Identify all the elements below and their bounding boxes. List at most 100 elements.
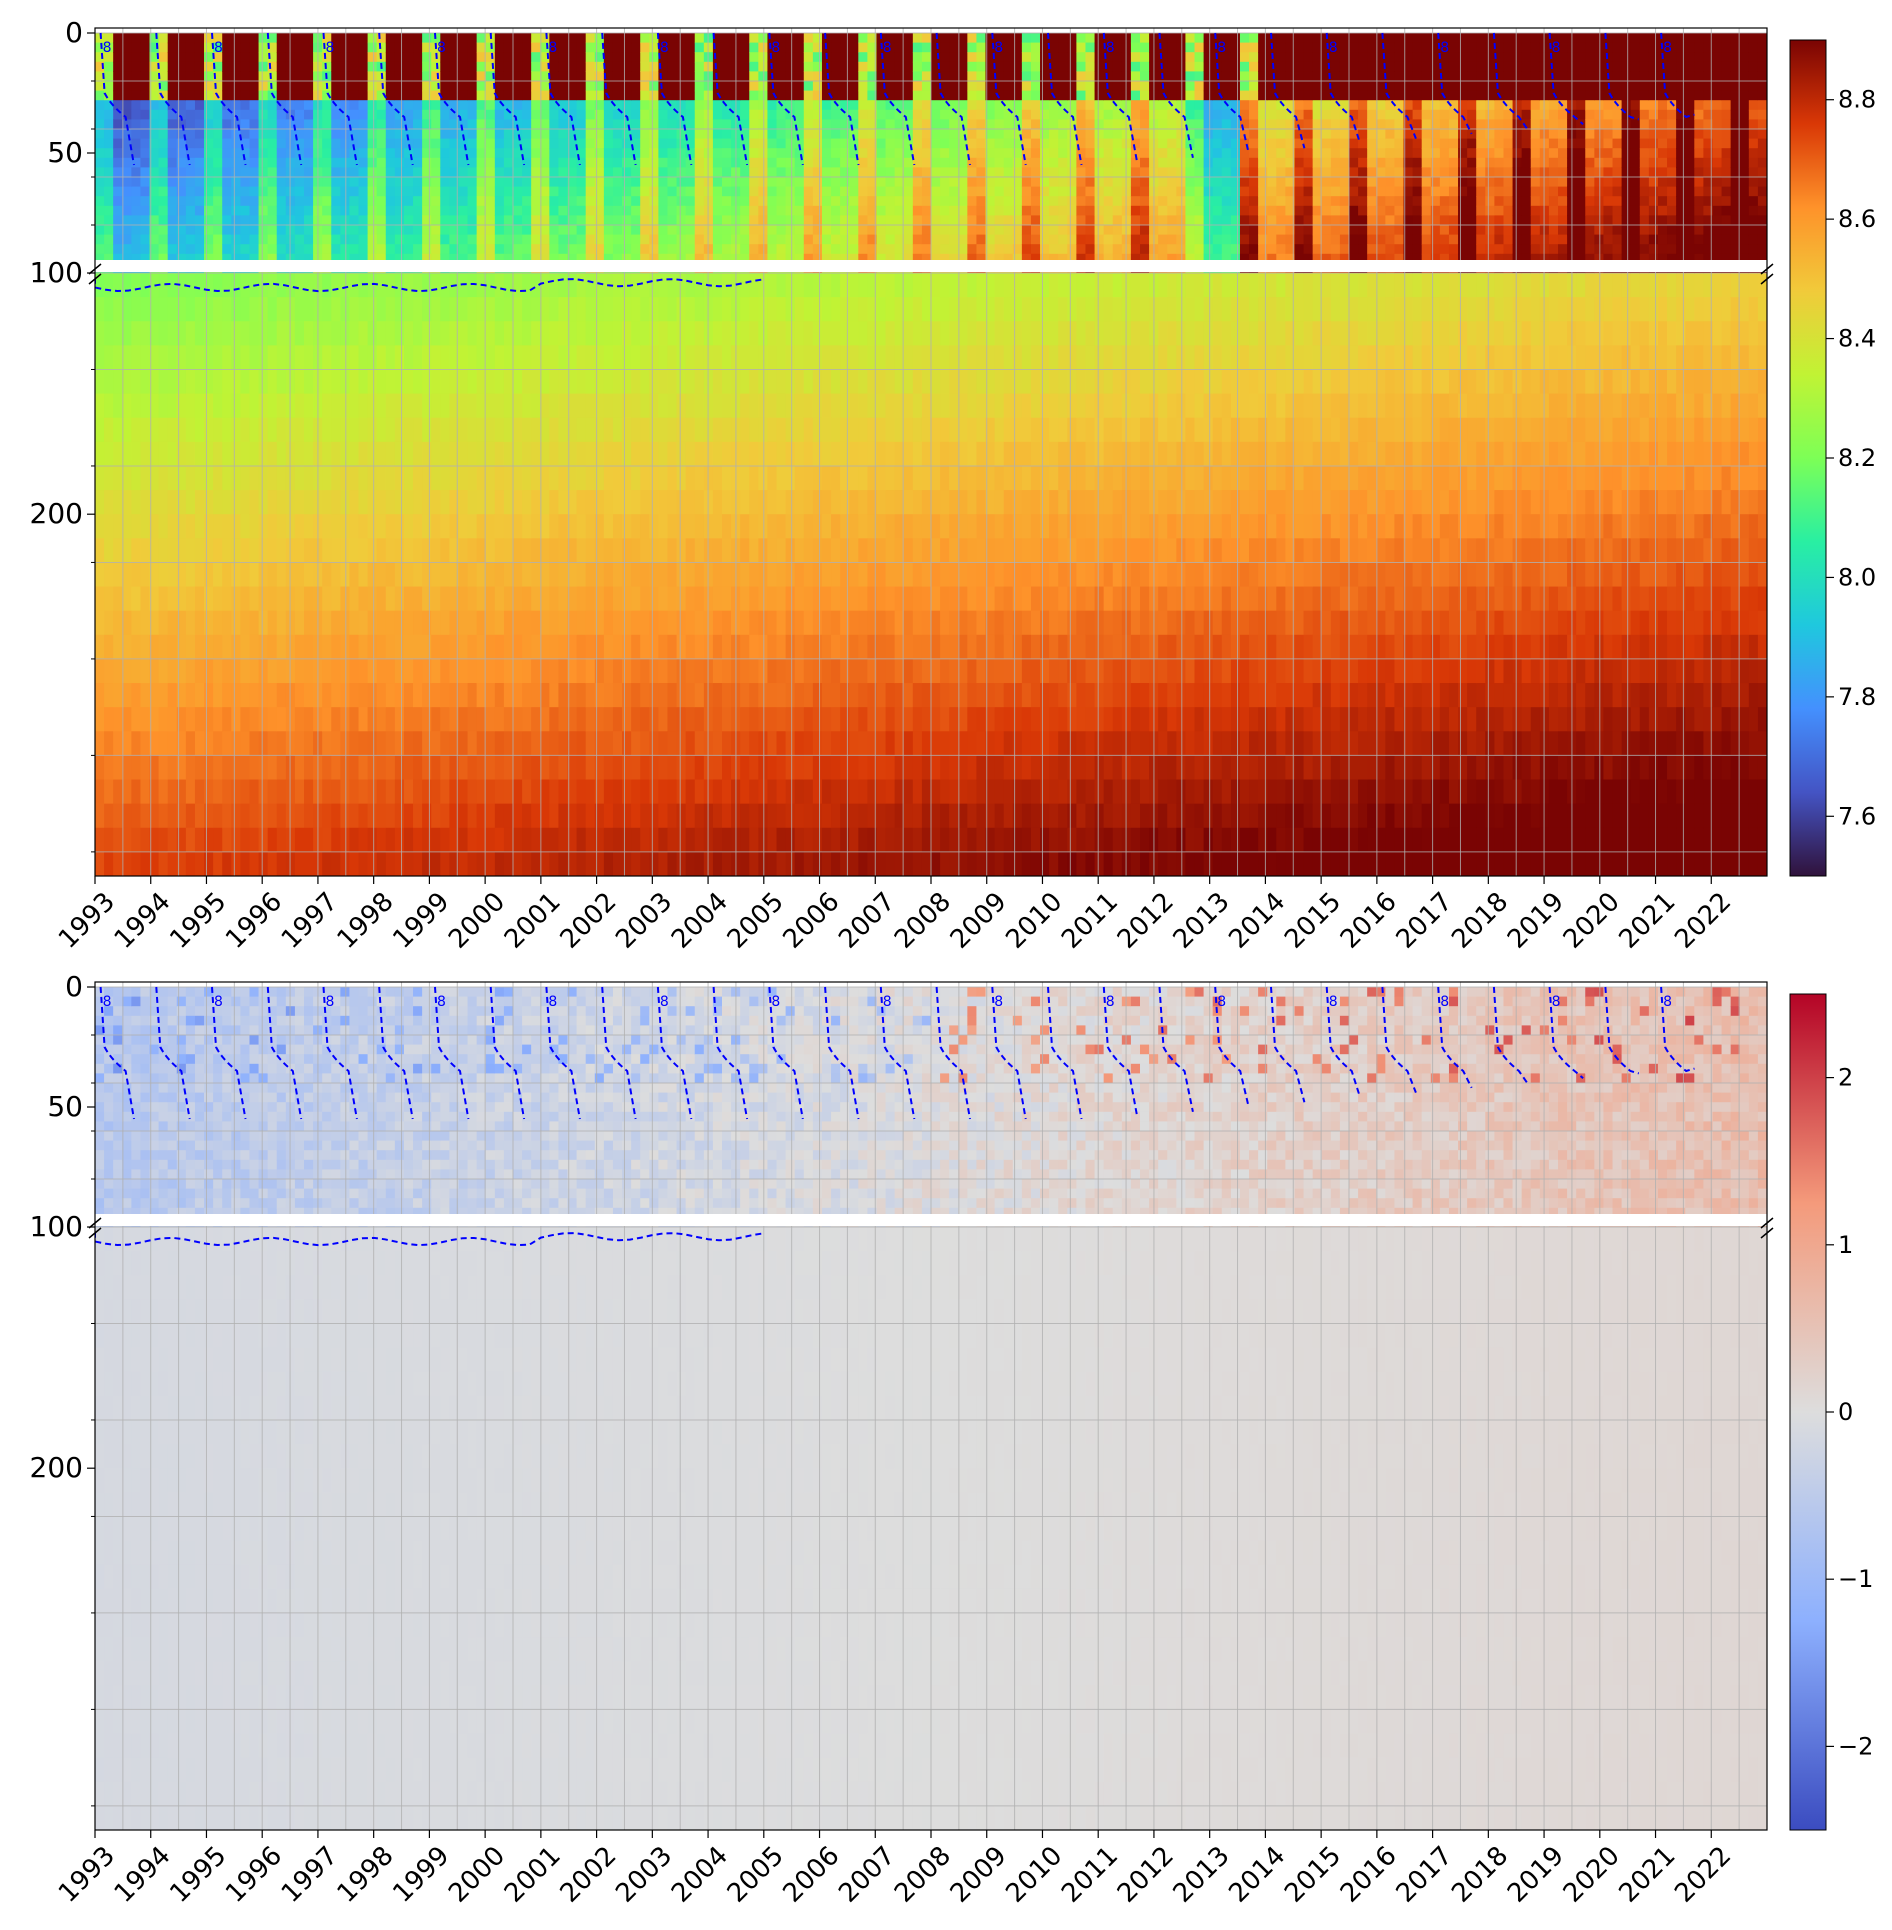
heatmap-cell: [276, 514, 287, 539]
heatmap-cell: [840, 33, 850, 44]
heatmap-cell: [222, 707, 232, 732]
heatmap-cell: [603, 129, 614, 140]
heatmap-cell: [367, 634, 378, 660]
heatmap-cell: [304, 234, 314, 245]
heatmap-cell: [449, 61, 460, 72]
heatmap-cell: [603, 100, 614, 111]
heatmap-cell: [876, 273, 887, 298]
heatmap-cell: [940, 196, 950, 207]
heatmap-cell: [258, 297, 269, 322]
heatmap-cell: [513, 273, 523, 298]
heatmap-cell: [603, 683, 614, 708]
heatmap-cell: [867, 490, 878, 515]
heatmap-cell: [803, 61, 814, 72]
heatmap-cell: [958, 81, 968, 92]
heatmap-cell: [194, 610, 205, 636]
heatmap-cell: [931, 514, 941, 539]
heatmap-cell: [831, 215, 841, 226]
heatmap-cell: [958, 490, 968, 515]
heatmap-cell: [649, 177, 659, 188]
heatmap-cell: [740, 490, 750, 515]
heatmap-cell: [131, 253, 142, 264]
heatmap-cell: [213, 851, 223, 876]
heatmap-cell: [812, 683, 823, 708]
heatmap-cell: [921, 441, 932, 467]
heatmap-cell: [640, 71, 650, 82]
heatmap-cell: [440, 441, 450, 467]
heatmap-cell: [458, 586, 469, 612]
heatmap-cell: [758, 707, 769, 732]
heatmap-cell: [167, 755, 178, 781]
heatmap-cell: [503, 321, 514, 346]
heatmap-cell: [676, 755, 687, 781]
heatmap-cell: [322, 129, 332, 140]
heatmap-cell: [803, 321, 814, 346]
heatmap-cell: [531, 167, 541, 178]
heatmap-cell: [840, 273, 850, 298]
heatmap-cell: [349, 562, 360, 588]
heatmap-cell: [876, 196, 887, 207]
heatmap-cell: [140, 129, 151, 140]
heatmap-cell: [449, 244, 460, 255]
heatmap-cell: [685, 803, 696, 829]
heatmap-cell: [476, 100, 487, 111]
heatmap-cell: [394, 658, 405, 684]
heatmap-cell: [458, 71, 469, 82]
heatmap-cell: [540, 441, 550, 467]
heatmap-cell: [294, 393, 305, 419]
heatmap-cell: [567, 369, 578, 395]
heatmap-cell: [358, 167, 369, 178]
heatmap-cell: [921, 215, 932, 226]
heatmap-cell: [449, 52, 460, 63]
heatmap-cell: [513, 321, 523, 346]
heatmap-cell: [476, 186, 487, 197]
heatmap-cell: [149, 138, 160, 149]
heatmap-cell: [958, 562, 968, 588]
heatmap-cell: [722, 177, 732, 188]
heatmap-cell: [885, 321, 896, 346]
heatmap-cell: [331, 345, 341, 371]
heatmap-cell: [185, 586, 196, 612]
heatmap-cell: [703, 90, 714, 101]
heatmap-cell: [540, 138, 550, 149]
heatmap-cell: [976, 562, 987, 588]
heatmap-cell: [640, 803, 650, 829]
heatmap-cell: [803, 186, 814, 197]
heatmap-cell: [549, 514, 560, 539]
heatmap-cell: [740, 167, 750, 178]
heatmap-cell: [240, 707, 251, 732]
heatmap-cell: [640, 345, 650, 371]
heatmap-cell: [149, 417, 160, 443]
heatmap-cell: [912, 33, 923, 44]
heatmap-cell: [740, 586, 750, 612]
heatmap-cell: [740, 81, 750, 92]
heatmap-cell: [849, 755, 859, 781]
heatmap-cell: [222, 803, 232, 829]
heatmap-cell: [994, 538, 1005, 564]
heatmap-cell: [931, 369, 941, 395]
heatmap-cell: [931, 215, 941, 226]
heatmap-cell: [640, 610, 650, 636]
heatmap-cell: [531, 205, 541, 216]
heatmap-cell: [494, 33, 505, 44]
heatmap-cell: [149, 90, 160, 101]
heatmap-cell: [458, 465, 469, 491]
heatmap-cell: [649, 244, 659, 255]
heatmap-cell: [931, 253, 941, 264]
heatmap-cell: [867, 731, 878, 756]
heatmap-cell: [840, 827, 850, 853]
heatmap-cell: [858, 538, 868, 564]
heatmap-cell: [603, 253, 614, 264]
heatmap-cell: [494, 234, 505, 245]
heatmap-cell: [258, 52, 269, 63]
heatmap-cell: [304, 205, 314, 216]
heatmap-cell: [640, 465, 650, 491]
heatmap-cell: [367, 610, 378, 636]
heatmap-cell: [494, 827, 505, 853]
heatmap-cell: [794, 538, 805, 564]
heatmap-cell: [185, 707, 196, 732]
heatmap-cell: [149, 441, 160, 467]
heatmap-cell: [522, 253, 532, 264]
heatmap-cell: [222, 586, 232, 612]
heatmap-cell: [685, 225, 696, 236]
